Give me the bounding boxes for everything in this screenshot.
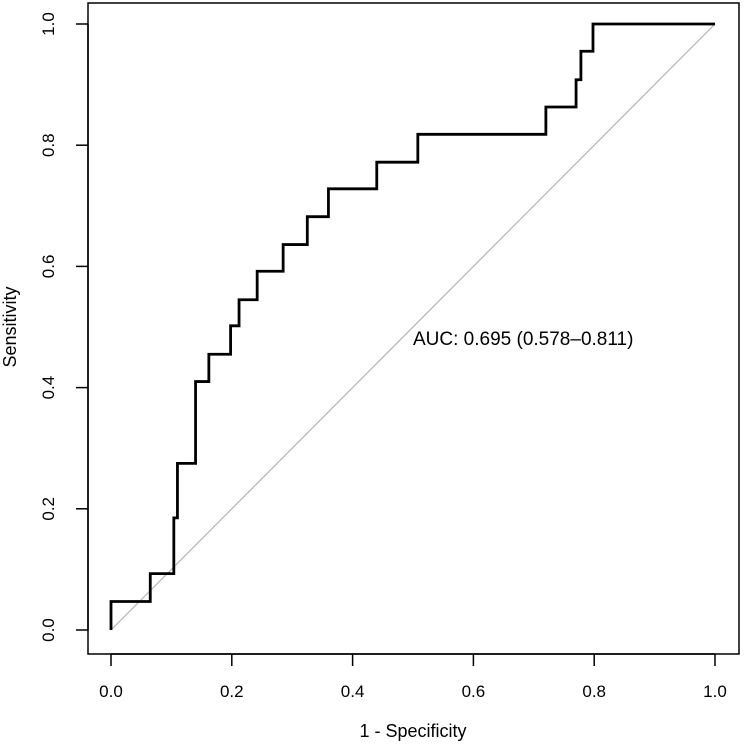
y-tick-label: 0.8 [39,133,58,157]
y-tick-label: 0.2 [39,497,58,521]
x-tick-label: 0.6 [462,682,486,701]
y-tick-label: 1.0 [39,12,58,36]
x-tick-label: 0.0 [99,682,123,701]
x-axis: 0.0 0.2 0.4 0.6 0.8 1.0 [99,653,727,701]
x-tick-label: 0.8 [582,682,606,701]
auc-annotation: AUC: 0.695 (0.578–0.811) [413,329,633,350]
y-tick-label: 0.0 [39,618,58,642]
x-axis-title: 1 - Specificity [359,721,466,741]
y-tick-label: 0.6 [39,255,58,279]
roc-curve [109,22,715,630]
x-tick-label: 1.0 [703,682,727,701]
y-axis-title: Sensitivity [0,286,20,367]
reference-diagonal-line [110,23,716,631]
x-tick-label: 0.2 [220,682,244,701]
x-tick-label: 0.4 [341,682,365,701]
y-tick-label: 0.4 [39,376,58,400]
y-axis: 0.0 0.2 0.4 0.6 0.8 1.0 [39,12,89,642]
